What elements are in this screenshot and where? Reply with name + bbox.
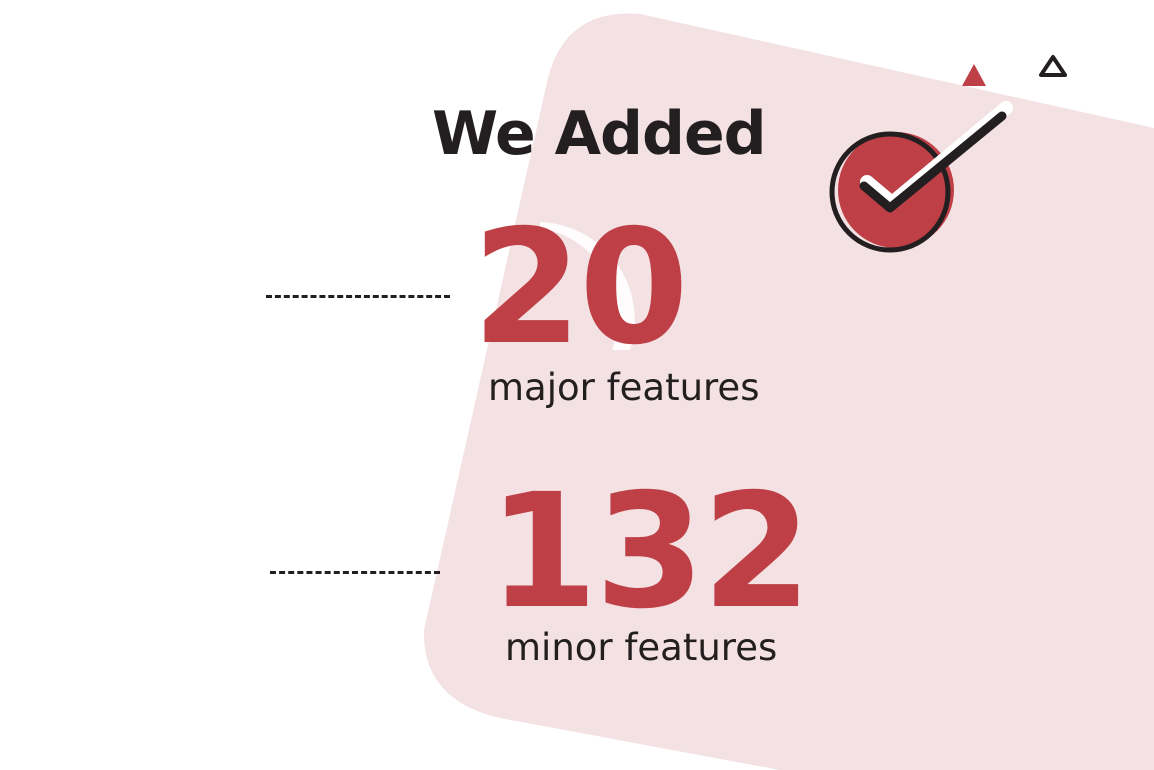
- triangle-filled-icon: [962, 64, 986, 86]
- headline: We Added: [432, 96, 766, 172]
- dashed-connector: [266, 295, 450, 298]
- stat-value-major: 20: [472, 208, 686, 368]
- stat-label-minor: minor features: [505, 626, 777, 670]
- stat-value-minor: 132: [488, 472, 809, 632]
- check-circle-icon: [820, 50, 1080, 270]
- dashed-connector: [270, 571, 440, 574]
- stat-label-major: major features: [488, 366, 759, 410]
- triangle-outline-icon: [1041, 57, 1065, 75]
